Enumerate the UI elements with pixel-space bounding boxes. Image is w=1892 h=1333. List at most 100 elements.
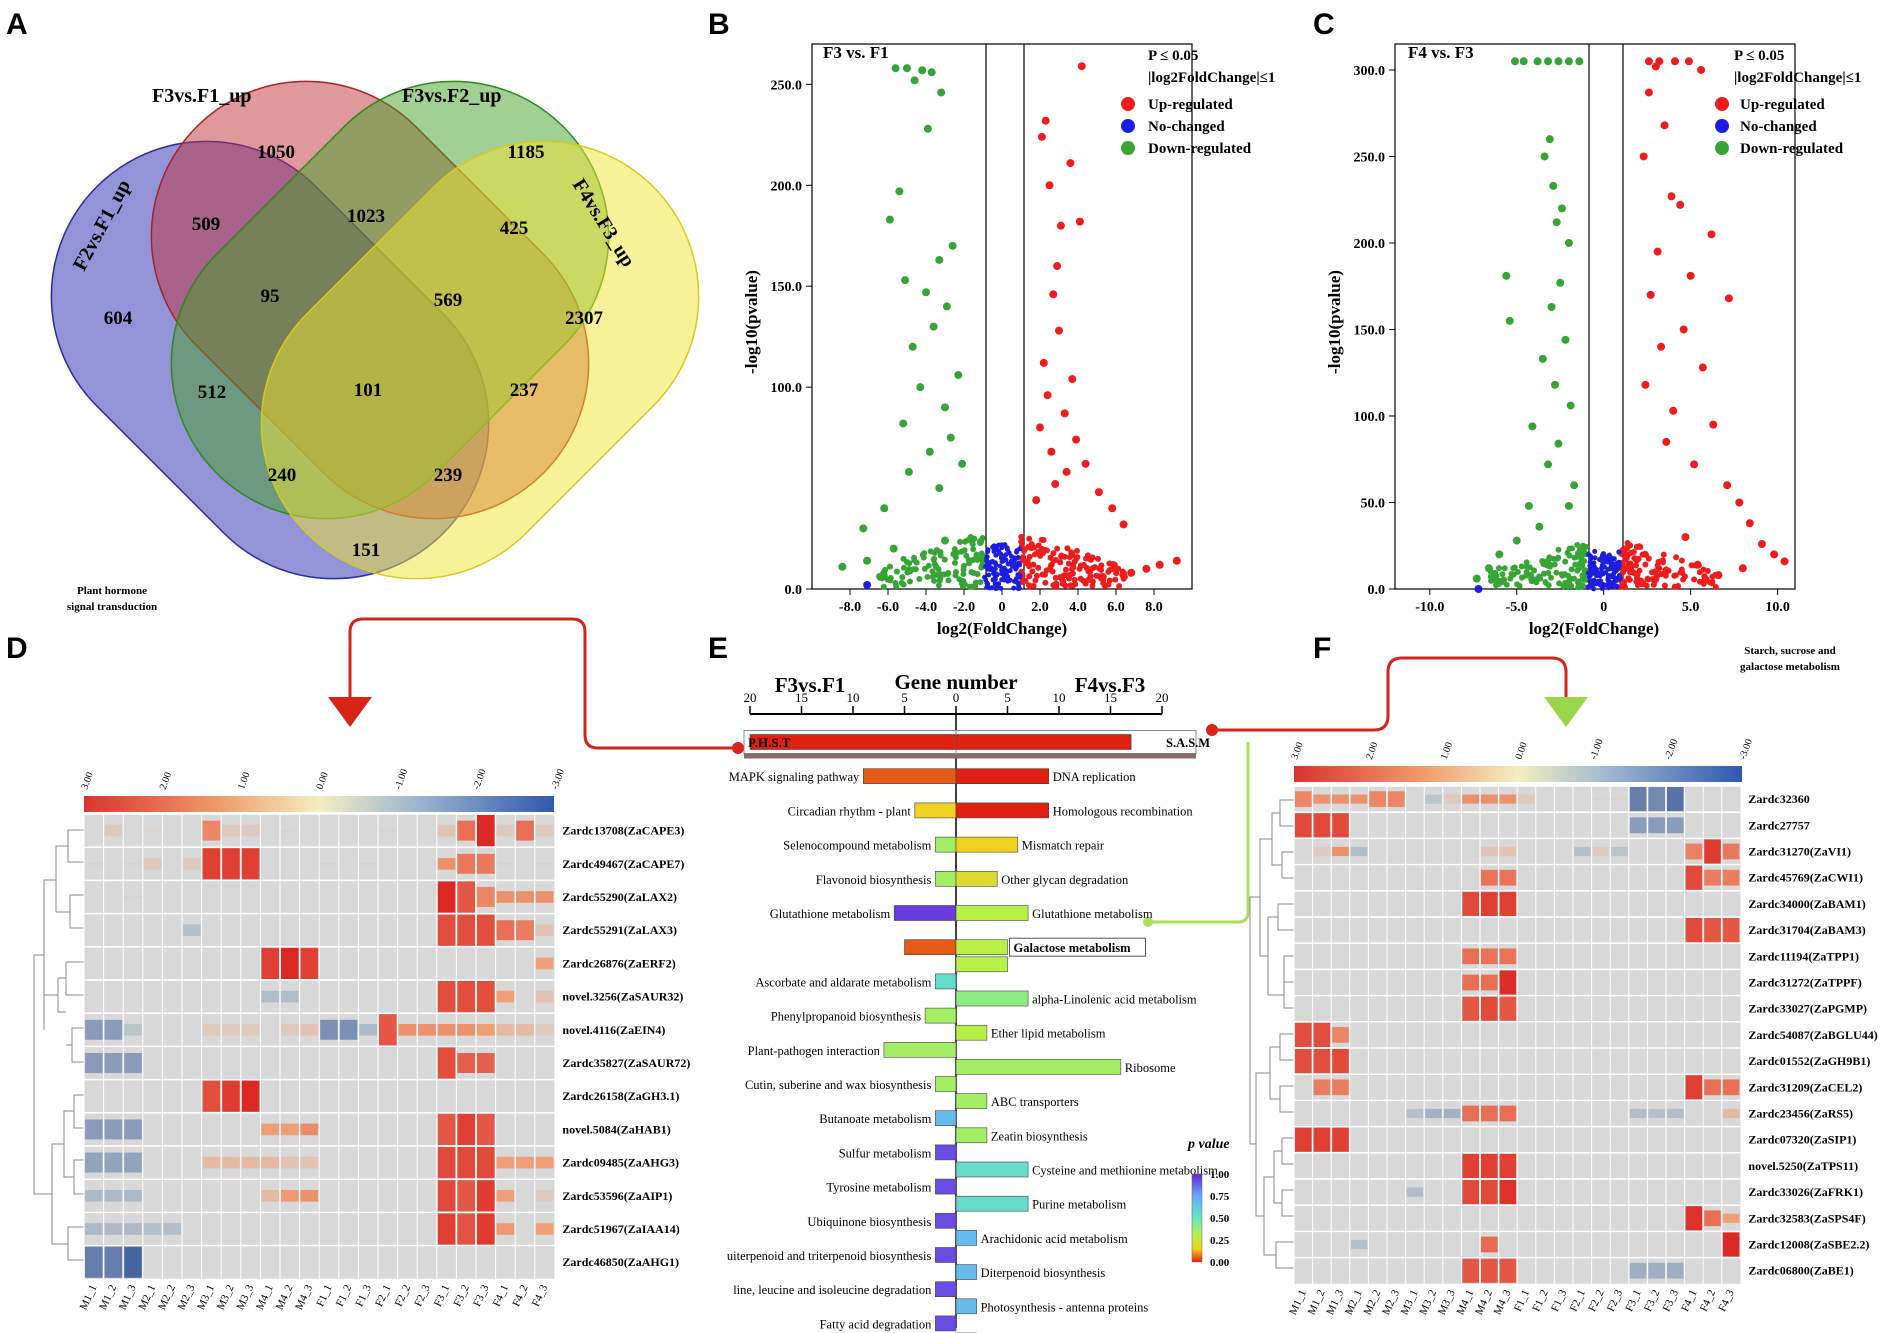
heatmap-cell [1593, 1165, 1610, 1167]
volcano-point [1014, 576, 1019, 581]
heatmap-cell [1574, 847, 1591, 856]
heatmap-cell [222, 896, 240, 898]
heatmap-cell [1648, 955, 1665, 957]
heatmap-cell [1593, 955, 1610, 957]
bar-left [935, 1111, 956, 1126]
heatmap-cell [536, 1261, 554, 1263]
heatmap-cell [477, 1053, 495, 1073]
bar-left [935, 974, 956, 989]
heatmap-cell [1555, 1191, 1572, 1193]
heatmap-cell [144, 1195, 162, 1197]
figure-root: A B C D E F F3vs.F1_up F3vs.F2_up F2vs.F… [0, 0, 1892, 1333]
volcano-point [1551, 381, 1559, 389]
heatmap-cell [1723, 1270, 1740, 1272]
heatmap-cell [1648, 1165, 1665, 1167]
heatmap-cell [1537, 1244, 1554, 1246]
heatmap-row-label: Zardc01552(ZaGH9B1) [1748, 1054, 1870, 1068]
heatmap-cell [1630, 1109, 1647, 1118]
heatmap-cell [1425, 1060, 1442, 1062]
heatmap-cell [124, 1223, 142, 1235]
heatmap-cell [1537, 798, 1554, 800]
heatmap-cell [183, 1095, 201, 1097]
heatmap-cell [1648, 1034, 1665, 1036]
volcano-point [1005, 574, 1010, 579]
heatmap-scale-tick: 3.00 [79, 771, 95, 791]
bar-right [956, 1230, 977, 1245]
heatmap-cell [1314, 903, 1331, 905]
heatmap-cell [105, 1095, 123, 1097]
volcano-point [1723, 481, 1731, 489]
volcano-point [1035, 565, 1041, 571]
heatmap-cell [1462, 824, 1479, 826]
heatmap-cell [1648, 903, 1665, 905]
bar-left [935, 1316, 956, 1331]
volcano-point [1528, 422, 1536, 430]
heatmap-cell [1518, 1113, 1535, 1115]
heatmap-cell [1351, 847, 1368, 856]
volcano-point [1038, 133, 1046, 141]
volcano-point [1008, 568, 1013, 573]
heatmap-cell [340, 1095, 358, 1097]
heatmap-cell [1481, 824, 1498, 826]
panel-letter-a: A [6, 8, 28, 41]
volcano-point [993, 581, 998, 586]
volcano-point [1637, 544, 1643, 550]
heatmap-cell [320, 1261, 338, 1263]
heatmap-cell [203, 996, 221, 998]
heatmap-cell [1481, 1034, 1498, 1036]
heatmap-cell [1444, 877, 1461, 879]
volcano-point [1061, 409, 1069, 417]
heatmap-cell [1630, 1191, 1647, 1193]
heatmap-cell [1462, 1217, 1479, 1219]
heatmap-cell [477, 1095, 495, 1097]
heatmap-cell [1537, 903, 1554, 905]
volcano-point [1566, 553, 1572, 559]
heatmap-row-label: Zardc55290(ZaLAX2) [562, 890, 677, 904]
volcano-point [1611, 580, 1616, 585]
heatmap-cell [1593, 1034, 1610, 1036]
heatmap-cell [144, 962, 162, 964]
volcano-point [1636, 568, 1642, 574]
heatmap-cell [1537, 1113, 1554, 1115]
heatmap-cell [1444, 1244, 1461, 1246]
volcano-point [1072, 436, 1080, 444]
volcano-c-xlabel: log2(FoldChange) [1529, 619, 1659, 638]
bar-label-right: Cysteine and methionine metabolism [1032, 1164, 1218, 1178]
heatmap-cell [1407, 1165, 1424, 1167]
heatmap-cell [1388, 1191, 1405, 1193]
volcano-point [1699, 364, 1707, 372]
bar-right [956, 871, 997, 886]
volcano-point [1066, 159, 1074, 167]
heatmap-cell [418, 1095, 436, 1097]
heatmap-row-label: novel.4116(ZaEIN4) [562, 1023, 665, 1037]
heatmap-cell [1314, 1217, 1331, 1219]
heatmap-cell [1332, 1008, 1349, 1010]
heatmap-cell [1425, 877, 1442, 879]
heatmap-cell [1444, 955, 1461, 957]
heatmap-cell [281, 896, 299, 898]
heatmap-col-label: F1_1 [1512, 1288, 1532, 1314]
heatmap-cell [340, 1162, 358, 1164]
heatmap-f-colorscale [1294, 766, 1742, 782]
volcano-point [1702, 577, 1708, 583]
heatmap-cell [1518, 1008, 1535, 1010]
volcano-point [895, 187, 903, 195]
heatmap-cell [1332, 1079, 1349, 1095]
volcano-point [1004, 552, 1009, 557]
heatmap-row-label: Zardc27757 [1748, 818, 1809, 832]
volcano-point [1030, 562, 1036, 568]
heatmap-cell [1407, 1008, 1424, 1010]
volcano-point [1539, 355, 1547, 363]
volcano-b-title: F3 vs. F1 [823, 43, 889, 62]
heatmap-cell [1611, 1034, 1628, 1036]
heatmap-cell [301, 1228, 319, 1230]
heatmap-cell [438, 1114, 456, 1145]
heatmap-cell [105, 1020, 123, 1040]
heatmap-cell [1481, 870, 1498, 886]
bar-right [956, 1196, 1028, 1211]
bar-tick-label: 15 [1104, 690, 1117, 705]
heatmap-cell [1611, 955, 1628, 957]
heatmap-cell [477, 1261, 495, 1263]
volcano-point [1116, 583, 1122, 589]
heatmap-cell [183, 830, 201, 832]
